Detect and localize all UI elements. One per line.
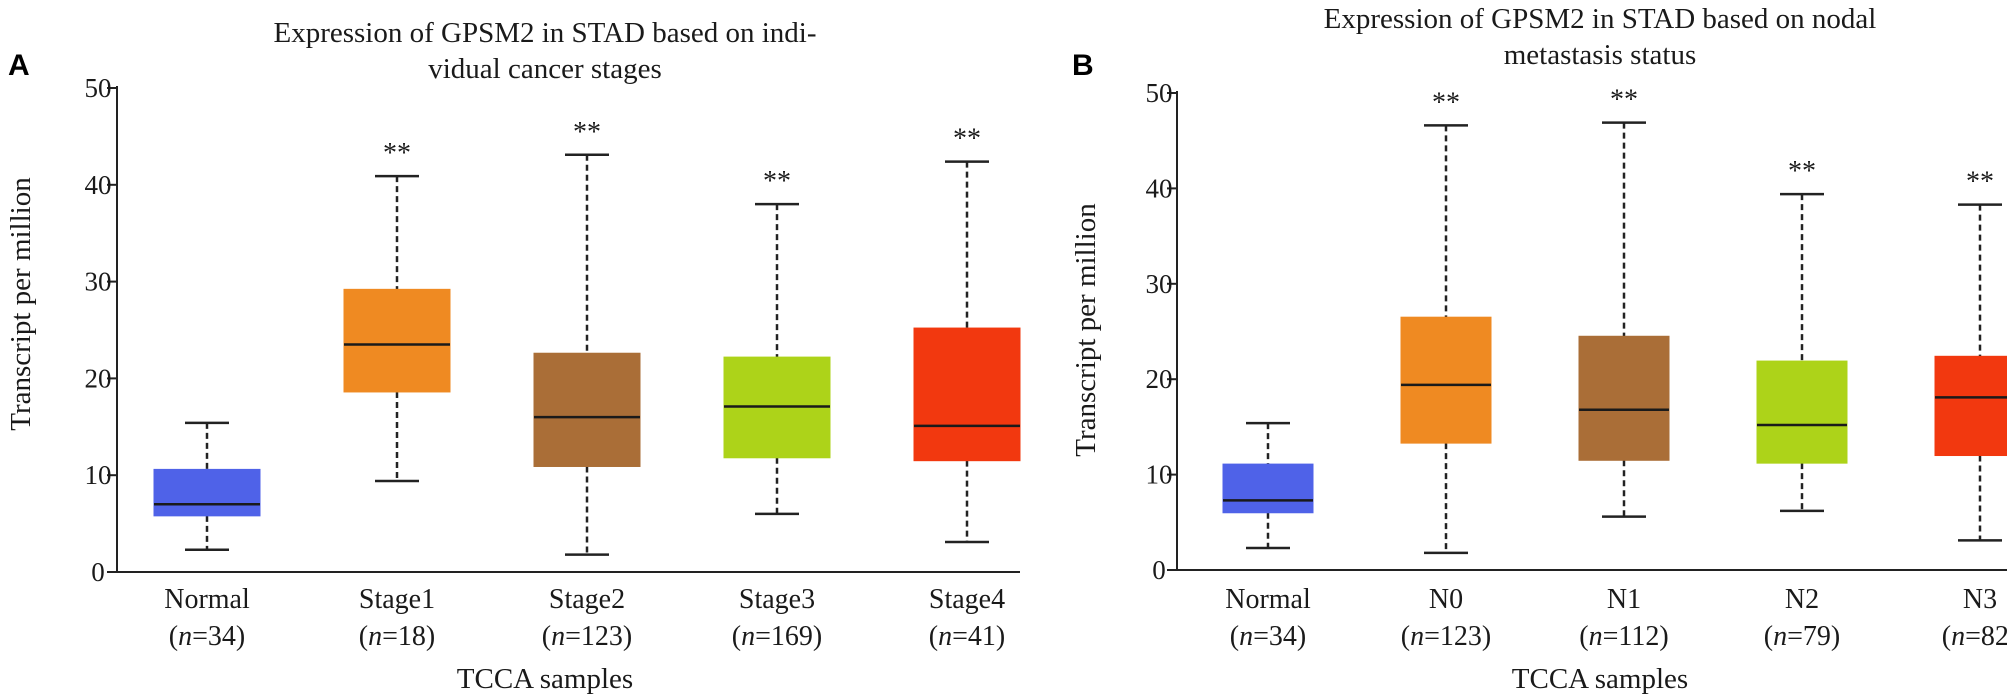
sample-size-label: (n=41) [929, 621, 1005, 652]
y-axis-label: Transcript per million [1070, 203, 1102, 457]
y-tick-label: 50 [85, 73, 112, 103]
box-normal [1222, 463, 1314, 514]
sample-size-label: (n=79) [1764, 621, 1840, 652]
significance-label: ** [763, 166, 791, 197]
y-tick-label: 30 [85, 267, 112, 297]
significance-label: ** [953, 124, 981, 155]
panel-b: B Expression of GPSM2 in STAD based on n… [1070, 3, 2007, 695]
y-tick-label: 40 [85, 170, 112, 200]
sample-size-label: (n=18) [359, 621, 435, 652]
box-n3 [1934, 355, 2007, 457]
sample-size-label: (n=123) [1401, 621, 1491, 652]
category-label: Normal [1225, 584, 1311, 615]
sample-size-label: (n=112) [1579, 621, 1668, 652]
panel-letter-a: A [8, 49, 30, 82]
chart-title-line-2: vidual cancer stages [428, 53, 662, 85]
y-tick-label: 0 [91, 557, 105, 587]
y-tick-label: 30 [1146, 269, 1173, 299]
chart-title-line-1: Expression of GPSM2 in STAD based on nod… [1324, 3, 1877, 35]
sample-size-label: (n=169) [732, 621, 822, 652]
y-tick-label: 20 [85, 363, 112, 393]
plot-area: 0 10 20 30 40 50 Normal (n=34) ** Stage1 (n=18) ** S… [85, 73, 1021, 652]
box-n2 [1756, 360, 1848, 464]
y-tick-label: 0 [1152, 555, 1166, 585]
sample-size-label: (n=34) [1230, 621, 1306, 652]
category-label: Normal [164, 584, 250, 615]
y-axis-label: Transcript per million [5, 177, 37, 431]
category-label: N2 [1785, 584, 1819, 615]
panel-a: A Expression of GPSM2 in STAD based on i… [5, 17, 1021, 695]
category-label: Stage2 [549, 584, 625, 615]
significance-label: ** [1966, 167, 1994, 198]
category-label: N1 [1607, 584, 1641, 615]
box-normal [153, 468, 261, 517]
y-tick-label: 50 [1146, 78, 1173, 108]
box-stage2 [533, 352, 641, 467]
category-label: Stage1 [359, 584, 435, 615]
significance-label: ** [383, 138, 411, 169]
significance-label: ** [1788, 156, 1816, 187]
y-tick-label: 20 [1146, 364, 1173, 394]
chart-title-line-1: Expression of GPSM2 in STAD based on ind… [273, 17, 816, 49]
sample-size-label: (n=34) [169, 621, 245, 652]
box-n0 [1400, 316, 1492, 444]
sample-size-label: (n=82) [1942, 621, 2007, 652]
panel-letter-b: B [1072, 49, 1094, 82]
plot-area: 0 10 20 30 40 50 Normal (n=34) ** N0 (n=123) ** N1 (n… [1146, 78, 2007, 652]
category-label: N3 [1963, 584, 1997, 615]
box-stage4 [913, 327, 1021, 462]
category-label: Stage3 [739, 584, 815, 615]
box-stage1 [343, 288, 451, 393]
y-tick-label: 10 [1146, 460, 1173, 490]
significance-label: ** [573, 117, 601, 148]
chart-title-line-2: metastasis status [1504, 39, 1697, 71]
category-label: N0 [1429, 584, 1463, 615]
category-label: Stage4 [929, 584, 1005, 615]
sample-size-label: (n=123) [542, 621, 632, 652]
significance-label: ** [1610, 85, 1638, 116]
x-axis-label: TCCA samples [457, 663, 633, 695]
significance-label: ** [1432, 87, 1460, 118]
y-tick-label: 40 [1146, 173, 1173, 203]
box-n1 [1578, 335, 1670, 461]
x-axis-label: TCCA samples [1512, 663, 1688, 695]
y-tick-label: 10 [85, 460, 112, 490]
